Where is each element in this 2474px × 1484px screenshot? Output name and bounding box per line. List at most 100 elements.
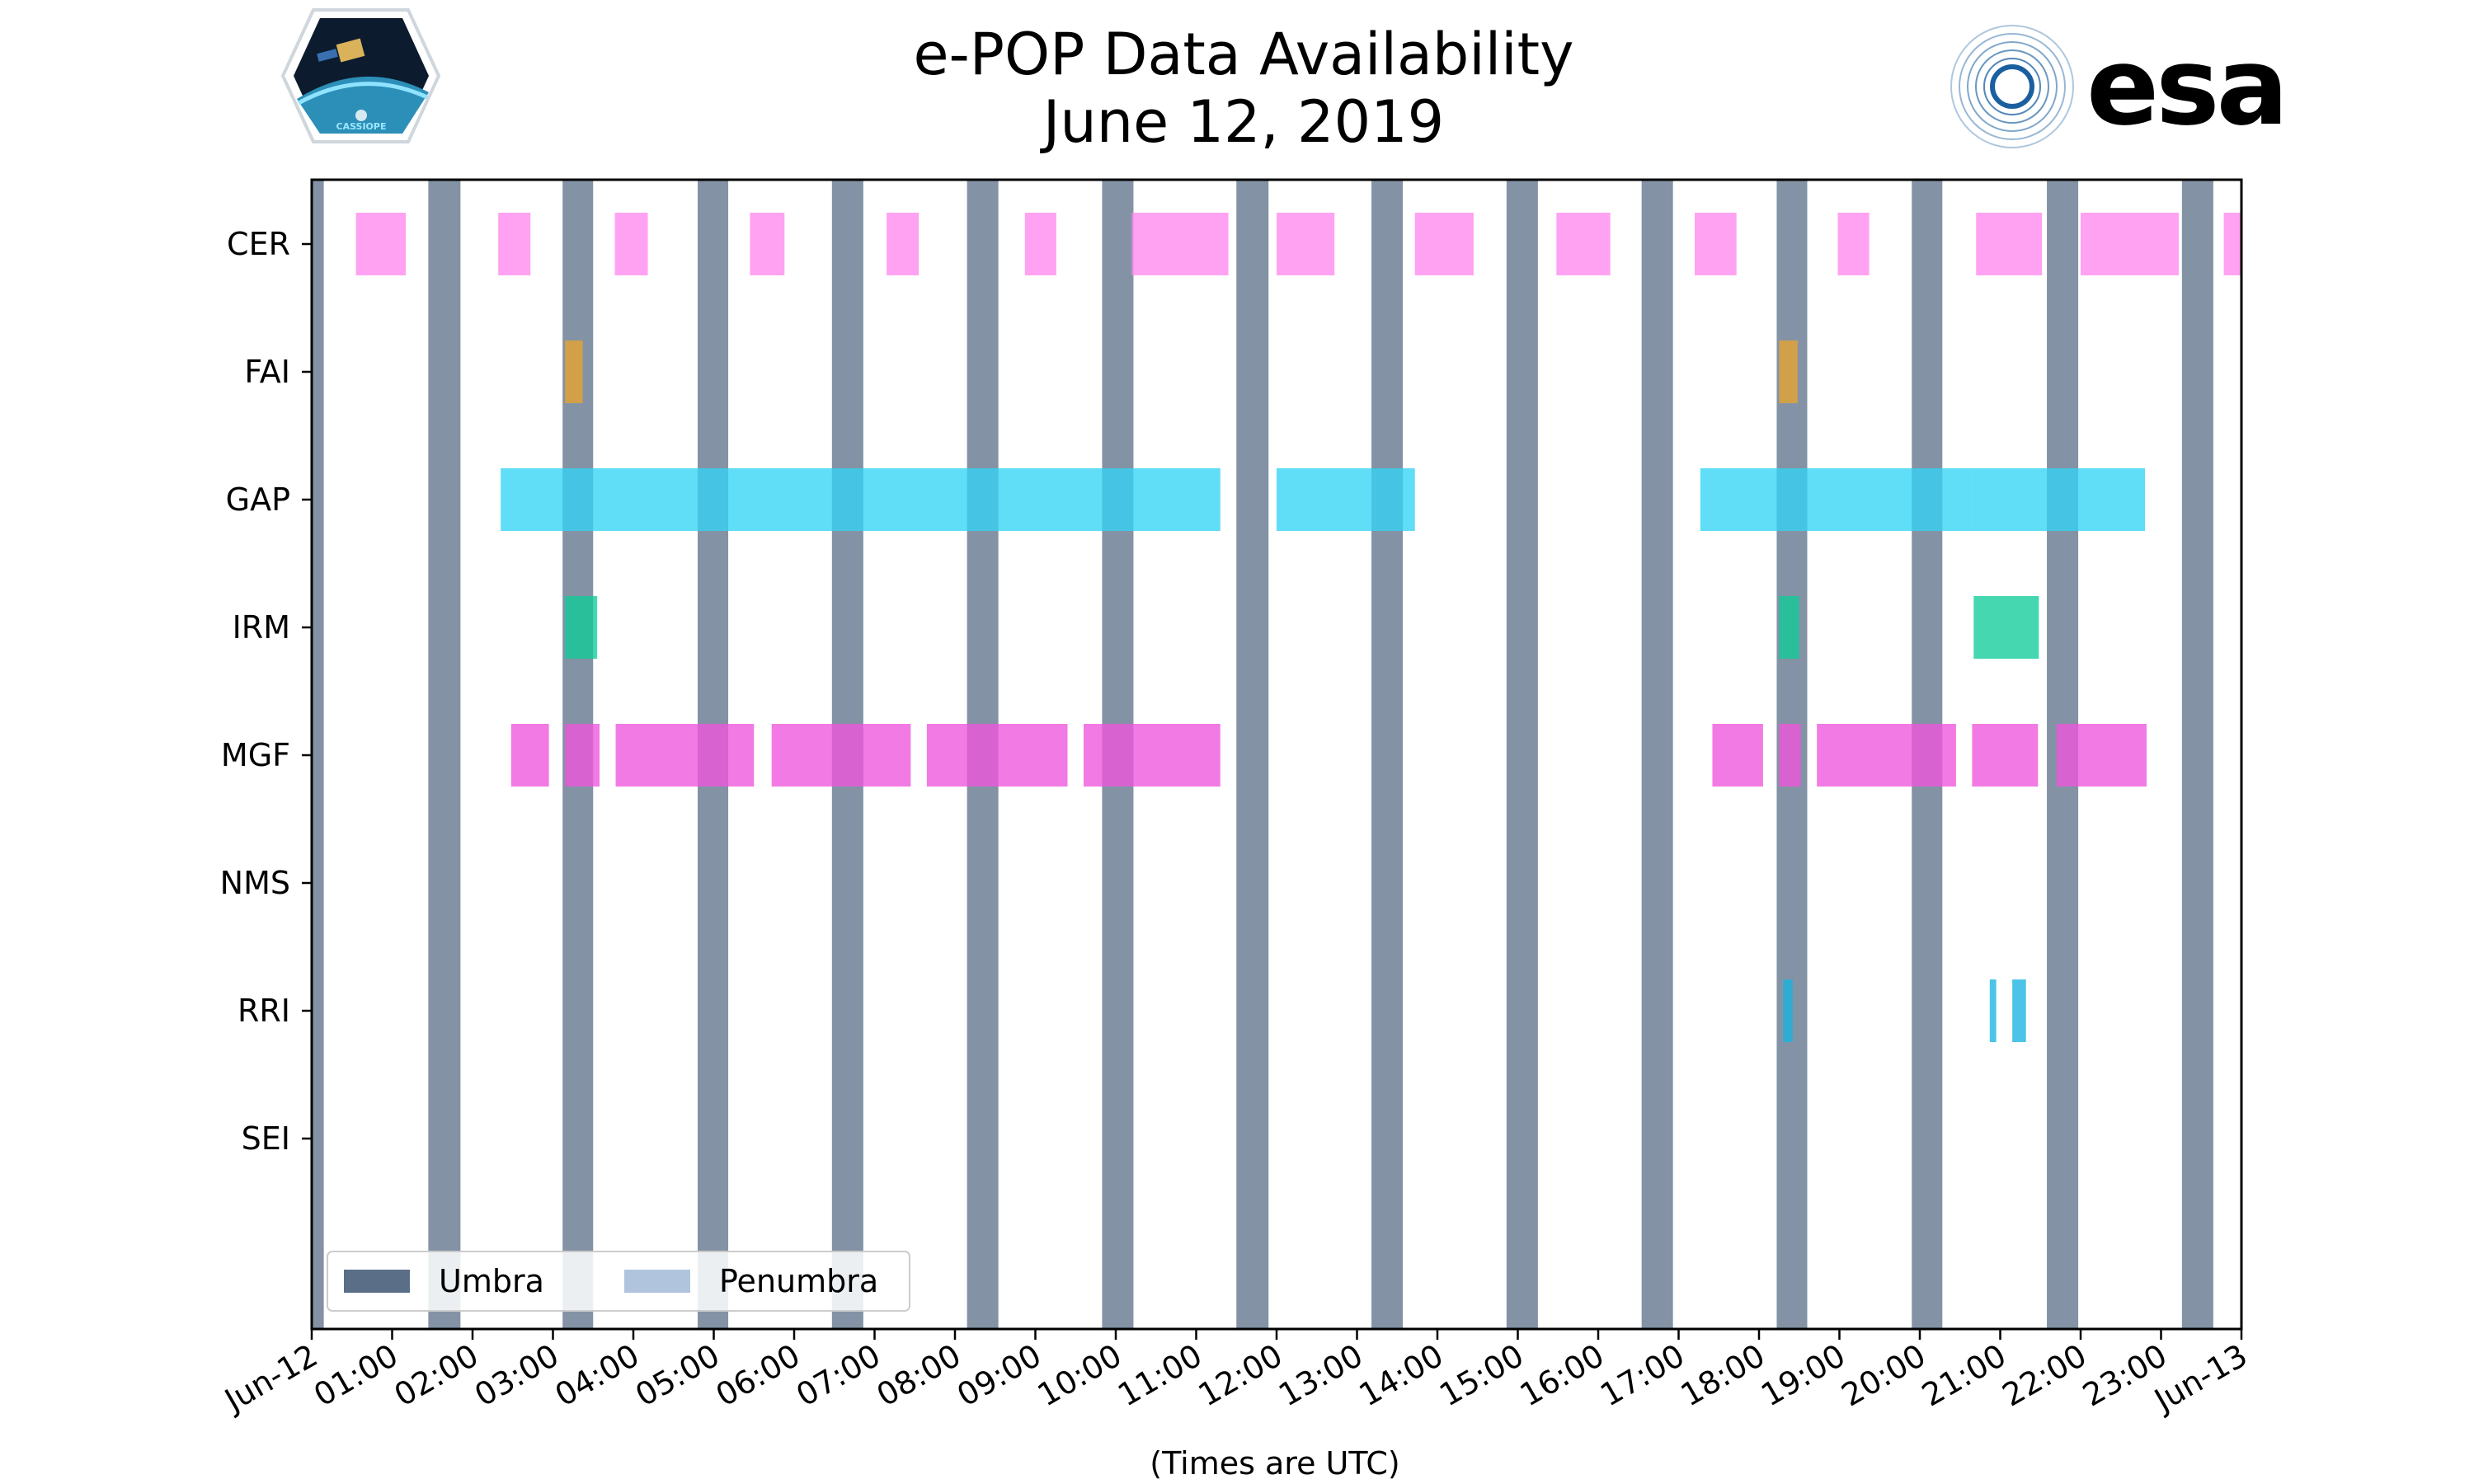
bar-irm-0 <box>565 596 598 659</box>
xtick-label-16: 16:00 <box>1514 1337 1611 1414</box>
esa-swirl-icon <box>1950 25 2074 148</box>
xtick-label-4: 04:00 <box>549 1337 646 1414</box>
ytick-fai: FAI <box>244 354 312 390</box>
x-axis: Jun-1201:0002:0003:0004:0005:0006:0007:0… <box>218 1329 2254 1420</box>
esa-wordmark: esa <box>2086 24 2285 149</box>
bar-irm-1 <box>1779 596 1799 659</box>
solar-panel-icon <box>317 49 338 62</box>
bar-cer-10 <box>1695 213 1737 275</box>
bar-gap-2 <box>1700 468 1973 531</box>
satellite-icon <box>336 38 365 63</box>
ytick-label-cer: CER <box>227 226 290 262</box>
chart-title-line-2: June 12, 2019 <box>1040 88 1444 156</box>
bar-cer-2 <box>614 213 648 275</box>
bar-cer-4 <box>887 213 920 275</box>
x-axis-label: (Times are UTC) <box>1150 1445 1399 1482</box>
chart-title-line-1: e-POP Data Availability <box>913 21 1573 88</box>
ytick-label-rri: RRI <box>238 993 290 1029</box>
ytick-sei: SEI <box>242 1120 312 1157</box>
xtick-label-1: 01:00 <box>308 1337 404 1414</box>
legend-box <box>327 1251 910 1312</box>
ytick-gap: GAP <box>226 481 312 518</box>
umbra-band-7 <box>1236 180 1269 1329</box>
mission-badge-icon <box>355 110 367 121</box>
xtick-label-14: 14:00 <box>1353 1337 1450 1414</box>
bar-cer-9 <box>1556 213 1611 275</box>
bar-mgf-3 <box>771 724 911 787</box>
bar-gap-3 <box>1972 468 2145 531</box>
xtick-label-19: 19:00 <box>1755 1337 1851 1414</box>
bar-gap-0 <box>501 468 1221 531</box>
ytick-mgf: MGF <box>221 737 312 773</box>
xtick-label-9: 09:00 <box>951 1337 1047 1414</box>
xtick-label-15: 15:00 <box>1433 1337 1530 1414</box>
ytick-label-nms: NMS <box>220 865 290 901</box>
bar-fai-1 <box>1779 340 1798 403</box>
bar-cer-0 <box>355 213 407 275</box>
bar-cer-6 <box>1131 213 1229 275</box>
xtick-label-0: Jun-12 <box>218 1337 324 1420</box>
xtick-label-2: 02:00 <box>388 1337 485 1414</box>
xtick-label-20: 20:00 <box>1836 1337 1932 1414</box>
esa-logo: esa <box>1950 24 2288 149</box>
legend-label-umbra: Umbra <box>439 1263 544 1299</box>
bar-mgf-4 <box>926 724 1068 787</box>
ytick-label-fai: FAI <box>244 354 290 390</box>
bar-cer-12 <box>1976 213 2043 275</box>
bar-rri-2 <box>2012 979 2026 1042</box>
ytick-label-sei: SEI <box>242 1120 290 1157</box>
bar-mgf-6 <box>1712 724 1763 787</box>
umbra-band-9 <box>1506 180 1538 1329</box>
xtick-label-18: 18:00 <box>1675 1337 1771 1414</box>
xtick-label-24: Jun-13 <box>2147 1337 2254 1420</box>
umbra-band-0 <box>312 180 324 1329</box>
cassiope-logo-caption: CASSIOPE <box>336 121 387 132</box>
plot-area <box>310 178 2243 1331</box>
bar-mgf-1 <box>565 724 600 787</box>
xtick-label-21: 21:00 <box>1916 1337 2012 1414</box>
xtick-label-10: 10:00 <box>1032 1337 1128 1414</box>
xtick-label-11: 11:00 <box>1112 1337 1208 1414</box>
bar-rri-1 <box>1989 979 1997 1042</box>
xtick-label-5: 05:00 <box>629 1337 726 1414</box>
umbra-band-1 <box>428 180 461 1329</box>
bar-cer-14 <box>2223 213 2241 275</box>
bar-mgf-2 <box>615 724 755 787</box>
bar-cer-7 <box>1277 213 1335 275</box>
bar-cer-5 <box>1024 213 1056 275</box>
xtick-label-6: 06:00 <box>710 1337 807 1414</box>
xtick-label-12: 12:00 <box>1192 1337 1289 1414</box>
umbra-band-10 <box>1641 180 1673 1329</box>
xtick-label-22: 22:00 <box>1997 1337 2093 1414</box>
bar-mgf-0 <box>510 724 549 787</box>
y-axis: CER FAI GAP IRM MGF NMS RRI SEI <box>220 226 312 1157</box>
xtick-label-8: 08:00 <box>871 1337 967 1414</box>
legend: Umbra Penumbra <box>327 1251 910 1312</box>
bar-gap-1 <box>1277 468 1415 531</box>
xtick-label-17: 17:00 <box>1594 1337 1691 1414</box>
umbra-band-8 <box>1371 180 1404 1329</box>
bar-mgf-8 <box>1817 724 1956 787</box>
bar-cer-1 <box>498 213 531 275</box>
ytick-cer: CER <box>227 226 312 262</box>
xtick-label-7: 07:00 <box>790 1337 887 1414</box>
bar-cer-3 <box>750 213 785 275</box>
ytick-label-gap: GAP <box>226 481 290 518</box>
bar-fai-0 <box>565 340 583 403</box>
bar-rri-0 <box>1783 979 1793 1042</box>
legend-label-penumbra: Penumbra <box>719 1263 878 1299</box>
bar-cer-8 <box>1414 213 1474 275</box>
bar-mgf-10 <box>2056 724 2147 787</box>
ytick-rri: RRI <box>238 993 312 1029</box>
umbra-band-14 <box>2181 180 2213 1329</box>
ytick-nms: NMS <box>220 865 312 901</box>
legend-swatch-penumbra <box>624 1270 690 1293</box>
xtick-label-3: 03:00 <box>468 1337 565 1414</box>
ytick-label-mgf: MGF <box>221 737 290 773</box>
bar-cer-11 <box>1837 213 1870 275</box>
bar-irm-2 <box>1973 596 2039 659</box>
cassiope-logo: CASSIOPE <box>280 8 441 143</box>
bar-mgf-5 <box>1084 724 1221 787</box>
ytick-label-irm: IRM <box>233 609 290 646</box>
